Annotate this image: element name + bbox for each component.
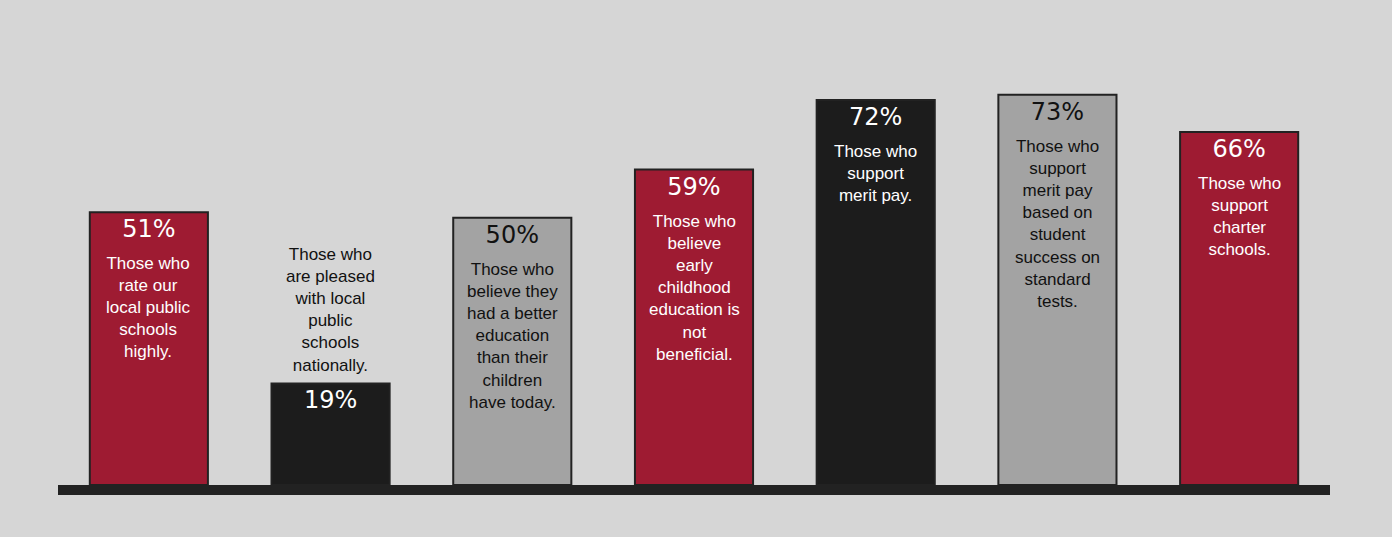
svg-text:51%: 51% (122, 215, 175, 243)
svg-text:50%: 50% (486, 221, 539, 249)
svg-text:19%: 19% (304, 386, 357, 414)
svg-text:Those whosupportmerit paybased: Those whosupportmerit paybased onstudent… (1015, 137, 1100, 311)
svg-text:72%: 72% (849, 103, 902, 131)
svg-text:Those whorate ourlocal publics: Those whorate ourlocal publicschoolshigh… (106, 254, 191, 361)
svg-text:Those whoare pleasedwith local: Those whoare pleasedwith localpublicscho… (286, 245, 375, 375)
svg-text:Those whobelieve theyhad a bet: Those whobelieve theyhad a bettereducati… (467, 260, 558, 412)
svg-text:Those whosupportmerit pay.: Those whosupportmerit pay. (834, 142, 917, 205)
svg-text:59%: 59% (667, 173, 720, 201)
svg-text:Those whosupportcharterschools: Those whosupportcharterschools. (1198, 174, 1281, 259)
svg-text:Those whobelieveearlychildhood: Those whobelieveearlychildhoodeducation … (649, 212, 740, 364)
svg-text:73%: 73% (1031, 98, 1084, 126)
svg-text:66%: 66% (1212, 135, 1265, 163)
